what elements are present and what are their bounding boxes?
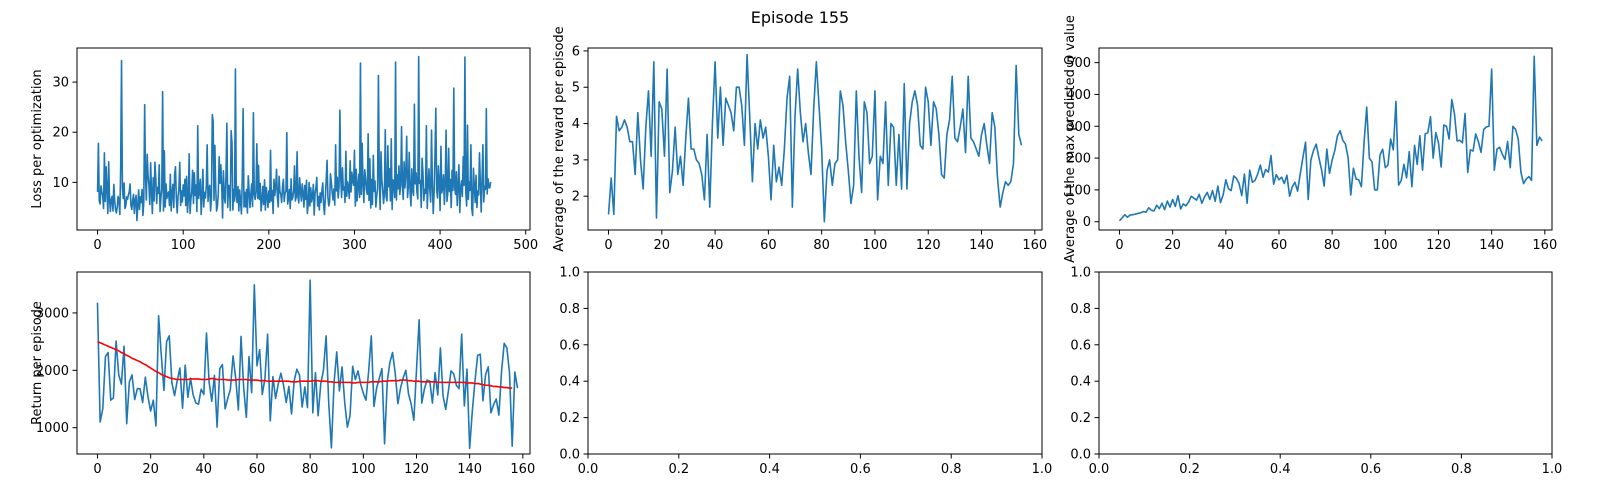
- subplot-3: 0 20 40 60 80 100 120 140 160 0 100 200 300 400 500Ave…: [1063, 15, 1557, 263]
- y-axis-label: Average of the max predicted Q value: [1063, 15, 1078, 263]
- subplot-5: 0.0 0.2 0.4 0.6 0.8 1.0 0.0 0.2 0.4 0.6 0.8 1.0: [559, 266, 1052, 478]
- x-tick-label: 60: [249, 462, 266, 477]
- x-tick-label: 300: [342, 238, 367, 253]
- x-tick-label: 100: [171, 238, 196, 253]
- x-tick-label: 1.0: [1542, 462, 1563, 477]
- x-tick-label: 120: [1426, 238, 1451, 253]
- x-tick-label: 100: [1373, 238, 1398, 253]
- y-tick-label: 4: [572, 117, 580, 132]
- subplot-6: 0.0 0.2 0.4 0.6 0.8 1.0 0.0 0.2 0.4 0.6 0.8 1.0: [1070, 266, 1562, 478]
- y-tick-label: 0.2: [1070, 411, 1091, 426]
- x-tick-label: 0: [604, 238, 612, 253]
- y-tick-label: 0.4: [1070, 375, 1091, 390]
- x-tick-label: 160: [510, 462, 535, 477]
- y-tick-label: 2: [572, 190, 580, 205]
- axes-frame: [587, 271, 1043, 455]
- y-tick-label: 3000: [36, 306, 69, 321]
- y-tick-label: 20: [52, 126, 69, 141]
- x-tick-label: 20: [654, 238, 671, 253]
- x-tick-label: 0.0: [578, 462, 599, 477]
- x-tick-label: 80: [302, 462, 319, 477]
- y-tick-label: 2000: [36, 364, 69, 379]
- x-tick-label: 100: [351, 462, 376, 477]
- series-line-1: [96, 279, 519, 450]
- x-tick-label: 0.4: [1270, 462, 1291, 477]
- x-tick-label: 120: [916, 238, 941, 253]
- y-tick-label: 1000: [36, 421, 69, 436]
- series-line-1: [607, 53, 1023, 223]
- y-tick-label: 1.0: [1070, 266, 1091, 281]
- x-tick-label: 0.0: [1089, 462, 1110, 477]
- subplot-2: 0 20 40 60 80 100 120 140 160 2 3 4 5 6 Average of the…: [552, 26, 1047, 253]
- x-tick-label: 120: [404, 462, 429, 477]
- x-tick-label: 200: [256, 238, 281, 253]
- axes-frame: [1098, 47, 1553, 231]
- y-tick-label: 0: [1083, 215, 1091, 230]
- y-tick-label: 3: [572, 153, 580, 168]
- y-tick-label: 0.6: [559, 338, 580, 353]
- y-tick-label: 10: [52, 176, 69, 191]
- y-tick-label: 400: [1066, 88, 1091, 103]
- x-tick-label: 40: [196, 462, 213, 477]
- x-tick-label: 20: [142, 462, 159, 477]
- series-line-2: [97, 340, 513, 389]
- y-tick-label: 0.0: [1070, 448, 1091, 463]
- y-tick-label: 300: [1066, 120, 1091, 135]
- y-tick-label: 30: [52, 76, 69, 91]
- x-tick-label: 80: [1324, 238, 1341, 253]
- x-tick-label: 40: [707, 238, 724, 253]
- x-tick-label: 0.2: [1179, 462, 1200, 477]
- y-tick-label: 0.6: [1070, 338, 1091, 353]
- y-tick-label: 0.2: [559, 411, 580, 426]
- x-tick-label: 40: [1218, 238, 1235, 253]
- x-tick-label: 500: [513, 238, 538, 253]
- axes-frame: [587, 47, 1043, 231]
- y-tick-label: 6: [572, 44, 580, 59]
- x-tick-label: 1.0: [1032, 462, 1053, 477]
- y-tick-label: 100: [1066, 183, 1091, 198]
- axes-frame: [76, 271, 531, 455]
- x-tick-label: 140: [1479, 238, 1504, 253]
- y-tick-label: 0.8: [1070, 302, 1091, 317]
- x-tick-label: 0: [93, 238, 101, 253]
- y-tick-label: 5: [572, 81, 580, 96]
- axes-frame: [76, 47, 531, 231]
- figure-title: Episode 155: [751, 8, 849, 27]
- x-tick-label: 0.8: [941, 462, 962, 477]
- y-tick-label: 1.0: [559, 266, 580, 281]
- x-tick-label: 0.6: [850, 462, 871, 477]
- x-tick-label: 100: [863, 238, 888, 253]
- x-tick-label: 0: [93, 462, 101, 477]
- y-axis-label: Average of the reward per episode: [552, 26, 567, 251]
- y-tick-label: 0.8: [559, 302, 580, 317]
- x-tick-label: 80: [813, 238, 830, 253]
- x-tick-label: 0.8: [1451, 462, 1472, 477]
- x-tick-label: 0: [1115, 238, 1123, 253]
- y-tick-label: 500: [1066, 56, 1091, 71]
- y-tick-label: 0.4: [559, 375, 580, 390]
- x-tick-label: 0.4: [759, 462, 780, 477]
- x-tick-label: 160: [1532, 238, 1557, 253]
- y-axis-label: Return per episode: [30, 301, 45, 425]
- series-line-1: [1118, 55, 1543, 222]
- x-tick-label: 140: [969, 238, 994, 253]
- x-tick-label: 400: [428, 238, 453, 253]
- y-axis-label: Loss per optimization: [30, 69, 45, 208]
- subplot-4: 0 20 40 60 80 100 120 140 160 1000 2000 3000Return …: [30, 271, 535, 477]
- y-tick-label: 0.0: [559, 448, 580, 463]
- x-tick-label: 160: [1022, 238, 1047, 253]
- series-line-1: [96, 55, 492, 222]
- x-tick-label: 0.6: [1360, 462, 1381, 477]
- x-tick-label: 0.2: [668, 462, 689, 477]
- x-tick-label: 20: [1164, 238, 1181, 253]
- axes-frame: [1098, 271, 1553, 455]
- subplot-1: 0 100 200 300 400 500 10 20 30 Loss per optimizat…: [30, 47, 538, 253]
- x-tick-label: 60: [760, 238, 777, 253]
- y-tick-label: 200: [1066, 152, 1091, 167]
- x-tick-label: 140: [457, 462, 482, 477]
- x-tick-label: 60: [1271, 238, 1288, 253]
